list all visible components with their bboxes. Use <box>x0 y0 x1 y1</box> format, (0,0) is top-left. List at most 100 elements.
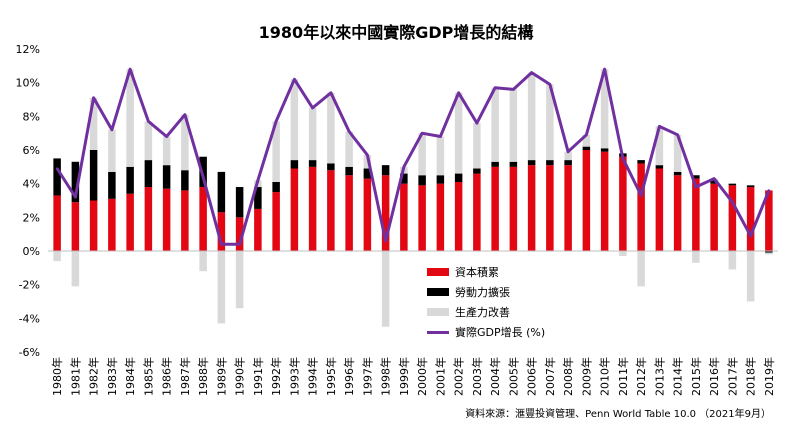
bar-capital <box>491 166 499 251</box>
bar-labour <box>728 183 737 186</box>
bar-productivity <box>381 251 390 327</box>
bar-labour <box>53 158 61 196</box>
bar-capital <box>308 166 317 251</box>
bar-labour <box>546 160 554 166</box>
legend-item-capital: 資本積累 <box>427 262 545 282</box>
bar-capital <box>345 175 353 251</box>
x-tick-label: 1999年 <box>397 357 411 396</box>
gdp-point <box>676 133 679 137</box>
axis-layer: -6% -4% -2% 0% 2% 4% 6% 8% 10% 12% 1980年 1981年 1982年… <box>16 43 778 396</box>
bar-labour <box>144 160 153 188</box>
x-tick-label: 1980年 <box>50 357 64 396</box>
bar-capital <box>564 165 572 251</box>
bar-labour <box>126 166 134 194</box>
chart-title: 1980年以來中國實際GDP增長的結構 <box>259 23 534 42</box>
y-tick-label: 12% <box>16 43 40 56</box>
bar-productivity <box>582 134 591 147</box>
bar-productivity <box>728 251 737 270</box>
x-tick-label: 2018年 <box>744 357 758 396</box>
bar-labour <box>254 187 262 209</box>
bar-capital <box>637 163 645 251</box>
gdp-point <box>548 83 552 86</box>
bar-productivity <box>345 131 353 167</box>
x-tick-label: 2017年 <box>725 357 739 396</box>
bar-labour <box>71 161 80 203</box>
bar-productivity <box>655 126 664 166</box>
bar-productivity <box>546 84 554 161</box>
bar-labour <box>436 175 445 184</box>
x-tick-label: 1992年 <box>269 357 283 396</box>
bar-labour <box>308 160 317 167</box>
bar-labour <box>235 187 244 218</box>
gdp-point <box>402 165 406 169</box>
bar-labour <box>290 160 299 169</box>
bar-productivity <box>564 151 572 161</box>
y-tick-label: -6% <box>19 346 40 359</box>
gdp-point <box>658 125 661 128</box>
bar-productivity <box>491 87 499 162</box>
line-layer <box>55 67 771 246</box>
x-tick-label: 1987年 <box>178 357 192 396</box>
x-tick-label: 2009年 <box>579 357 593 396</box>
bar-labour <box>217 171 226 213</box>
bar-capital <box>710 183 718 251</box>
bar-productivity <box>53 251 61 262</box>
bar-capital <box>765 190 773 251</box>
y-tick-label: -4% <box>19 312 40 325</box>
bar-capital <box>418 185 426 251</box>
bar-capital <box>527 165 536 251</box>
gdp-point <box>420 131 424 135</box>
x-tick-label: 2000年 <box>415 357 429 396</box>
x-tick-label: 1981年 <box>68 357 82 396</box>
gdp-point <box>366 153 369 157</box>
bar-capital <box>600 151 609 251</box>
bar-productivity <box>108 129 116 172</box>
bar-capital <box>619 156 627 251</box>
bar-productivity <box>746 251 755 302</box>
x-tick-label: 1985年 <box>141 357 155 396</box>
legend-swatch-gdp <box>427 330 449 334</box>
y-tick-label: 6% <box>23 144 40 157</box>
bar-labour <box>692 175 700 179</box>
gdp-point <box>512 88 515 91</box>
legend-label-labour: 勞動力擴張 <box>455 286 510 299</box>
bar-labour <box>600 148 609 152</box>
bar-capital <box>655 168 664 251</box>
y-tick-label: 2% <box>23 211 40 224</box>
bar-labour <box>108 171 116 199</box>
bar-labour <box>345 166 353 176</box>
bar-labour <box>746 185 755 188</box>
bar-capital <box>582 150 591 251</box>
legend-swatch-capital <box>427 268 449 276</box>
bar-productivity <box>290 79 299 161</box>
x-tick-label: 2008年 <box>561 357 575 396</box>
gdp-point <box>329 91 333 94</box>
bar-capital <box>89 200 98 251</box>
bar-labour <box>655 165 664 169</box>
x-tick-label: 1984年 <box>123 357 137 396</box>
gdp-point <box>603 68 606 71</box>
bar-productivity <box>181 114 189 171</box>
gdp-point <box>767 189 771 192</box>
bar-capital <box>473 173 481 251</box>
bar-capital <box>108 198 116 251</box>
bar-productivity <box>692 251 700 263</box>
y-tick-label: 10% <box>16 77 40 90</box>
bar-productivity <box>199 251 207 272</box>
gdp-point <box>639 194 643 197</box>
bar-capital <box>254 208 262 251</box>
x-tick-label: 2011年 <box>616 357 630 396</box>
bar-capital <box>272 192 280 251</box>
bar-productivity <box>765 252 773 255</box>
x-tick-label: 2015年 <box>689 357 703 396</box>
gdp-point <box>384 239 387 243</box>
legend-item-labour: 勞動力擴張 <box>427 282 545 302</box>
bar-capital <box>199 187 207 251</box>
x-tick-label: 2005年 <box>506 357 520 396</box>
bar-labour <box>637 160 645 164</box>
bar-productivity <box>637 251 645 287</box>
x-tick-label: 1996年 <box>342 357 356 396</box>
bar-capital <box>546 165 554 251</box>
x-tick-label: 1997年 <box>360 357 374 396</box>
x-tick-label: 2012年 <box>634 357 648 396</box>
